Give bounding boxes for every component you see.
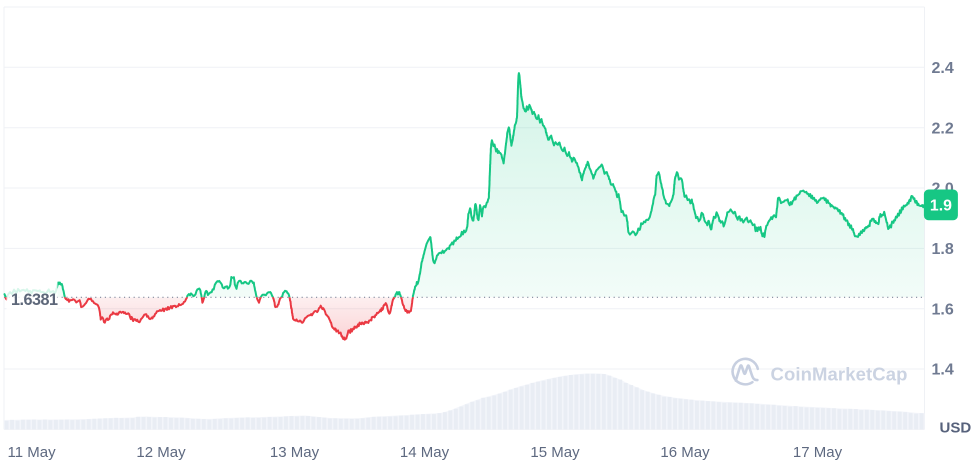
svg-text:13 May: 13 May xyxy=(270,444,320,461)
svg-text:11 May: 11 May xyxy=(8,444,57,461)
svg-text:16 May: 16 May xyxy=(660,444,710,461)
svg-text:1.6: 1.6 xyxy=(932,301,954,318)
svg-text:1.8: 1.8 xyxy=(932,241,954,258)
svg-text:14 May: 14 May xyxy=(400,444,450,461)
svg-text:2.2: 2.2 xyxy=(932,120,954,137)
svg-text:1.9: 1.9 xyxy=(930,197,952,214)
svg-text:1.6381: 1.6381 xyxy=(11,291,58,309)
svg-text:CoinMarketCap: CoinMarketCap xyxy=(771,364,908,385)
svg-text:15 May: 15 May xyxy=(530,444,580,461)
svg-text:USD: USD xyxy=(940,419,972,436)
svg-text:12 May: 12 May xyxy=(136,444,186,461)
svg-text:1.4: 1.4 xyxy=(932,362,954,379)
svg-text:2.4: 2.4 xyxy=(932,60,954,77)
svg-text:17 May: 17 May xyxy=(793,444,843,461)
